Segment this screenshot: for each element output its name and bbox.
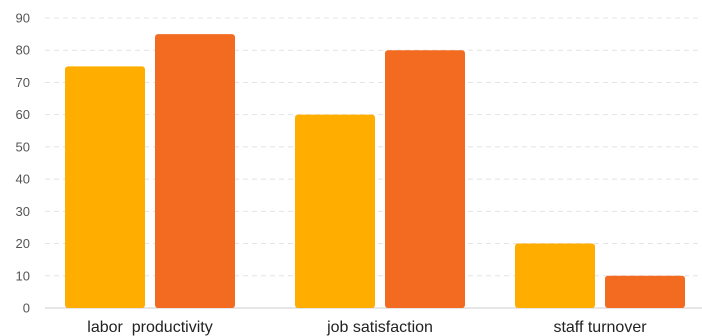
bar-1-2	[295, 114, 375, 309]
y-tick-label: 50	[16, 139, 30, 154]
bar-2-3	[605, 275, 685, 308]
y-tick-label: 80	[16, 43, 30, 58]
y-tick-label: 60	[16, 107, 30, 122]
bar-1-1	[65, 66, 145, 308]
bar-2-1	[155, 34, 235, 308]
x-axis-labels: labor productivity job satisfaction staff …	[87, 319, 647, 336]
bars	[65, 34, 685, 309]
y-tick-label: 0	[23, 301, 30, 316]
bar-2-2	[385, 50, 465, 308]
y-tick-label: 40	[16, 172, 30, 187]
y-tick-label: 70	[16, 75, 30, 90]
y-tick-label: 10	[16, 268, 30, 283]
x-category-label: staff turnover	[553, 319, 647, 336]
y-tick-label: 90	[16, 11, 30, 26]
x-category-label: job satisfaction	[326, 319, 433, 336]
bar-1-3	[515, 243, 595, 308]
y-tick-label: 20	[16, 236, 30, 251]
y-axis-ticks: 0 10 20 30 40 50 60 70 80 90	[16, 11, 30, 316]
y-tick-label: 30	[16, 204, 30, 219]
x-category-label: labor productivity	[87, 319, 212, 336]
